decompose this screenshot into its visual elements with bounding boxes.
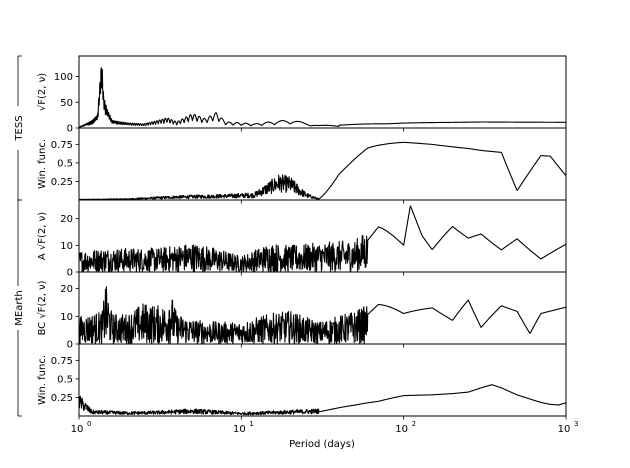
- y-tick-label: 0: [67, 268, 73, 279]
- axes-frame-mearth-a: [78, 199, 567, 273]
- y-tick-label: 0.5: [57, 374, 73, 385]
- group-label: MEarth: [14, 290, 25, 325]
- x-tick-label: 10: [233, 424, 246, 435]
- y-tick-label: 20: [60, 284, 73, 295]
- x-tick-label: 10: [395, 424, 408, 435]
- y-axis-label: Win. func.: [37, 355, 48, 405]
- series-line-tess-window: [79, 141, 566, 200]
- x-tick-exponent: 3: [574, 420, 578, 428]
- panel-tess-periodogram: 0 50 100 √F(2, ν): [37, 55, 567, 135]
- y-tick-label: 100: [54, 72, 73, 83]
- bracket-line: [17, 199, 22, 417]
- x-tick-exponent: 2: [412, 420, 416, 428]
- axes-frame-tess-periodogram: [78, 55, 567, 129]
- y-axis-label: Win. func.: [37, 139, 48, 189]
- y-tick-label: 0.5: [57, 158, 73, 169]
- y-tick-label: 10: [60, 241, 73, 252]
- x-axis-label: Period (days): [289, 439, 355, 450]
- series-line-mearth-window: [79, 384, 566, 416]
- group-bracket-tess: TESS: [14, 55, 25, 201]
- panel-mearth-bc: 0 10 20 BC √F(2, ν): [37, 271, 567, 351]
- y-axis-label: BC √F(2, ν): [37, 280, 48, 335]
- y-axis-label: A √F(2, ν): [37, 212, 48, 260]
- x-tick-exponent: 0: [87, 420, 91, 428]
- axes-frame-tess-window: [78, 127, 567, 201]
- y-tick-label: 10: [60, 312, 73, 323]
- x-tick-label: 10: [71, 424, 84, 435]
- x-tick-label: 10: [558, 424, 571, 435]
- y-tick-label: 0: [67, 340, 73, 351]
- y-tick-label: 0.25: [51, 177, 73, 188]
- group-bracket-mearth: MEarth: [14, 199, 25, 417]
- series-line-tess-periodogram: [79, 67, 566, 128]
- y-tick-label: 0.25: [51, 393, 73, 404]
- y-tick-label: 0: [67, 124, 73, 135]
- panel-mearth-a: 0 10 20 A √F(2, ν): [37, 199, 567, 279]
- y-tick-label: 0.75: [51, 356, 73, 367]
- y-tick-label: 50: [60, 98, 73, 109]
- axes-frame-mearth-window: [78, 343, 567, 417]
- y-tick-label: 20: [60, 214, 73, 225]
- x-tick-exponent: 1: [249, 420, 253, 428]
- series-line-mearth-bc: [79, 286, 566, 344]
- y-tick-label: 0.75: [51, 140, 73, 151]
- y-axis-label: √F(2, ν): [37, 73, 48, 111]
- group-label: TESS: [14, 115, 25, 141]
- x-axis: 10 0 10 1 10 2 10 3: [71, 420, 579, 435]
- series-line-mearth-a: [79, 205, 566, 272]
